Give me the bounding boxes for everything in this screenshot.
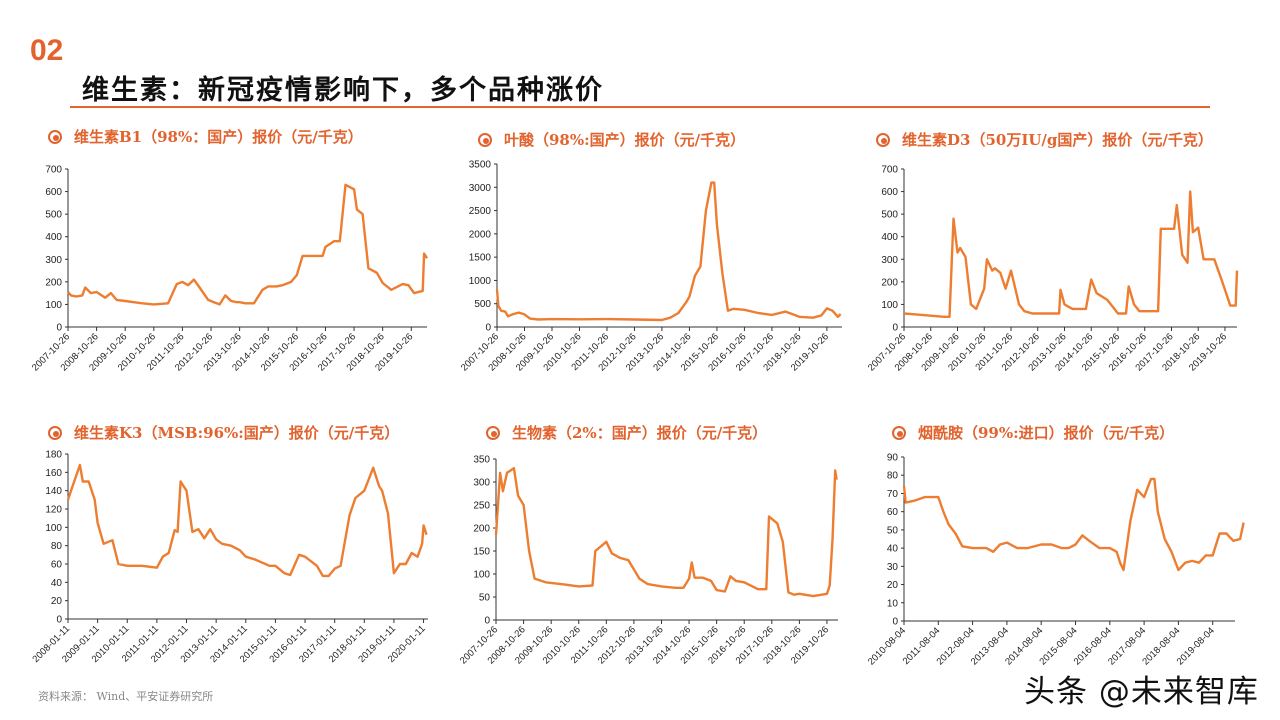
y-tick-label: 40 bbox=[887, 544, 899, 555]
y-tick-label: 150 bbox=[473, 547, 490, 558]
y-tick-label: 40 bbox=[51, 578, 63, 589]
y-tick-label: 700 bbox=[45, 165, 62, 176]
y-tick-label: 0 bbox=[484, 616, 490, 627]
watermark: 头条 @未来智库 bbox=[1024, 674, 1259, 710]
chart-d3: 01002003004005006007002007-10-262008-10-… bbox=[866, 165, 1239, 373]
bullet-icon bbox=[486, 425, 500, 440]
y-tick-label: 2000 bbox=[469, 229, 492, 240]
y-tick-label: 60 bbox=[887, 507, 899, 518]
bullet-icon bbox=[48, 129, 62, 144]
y-tick-label: 60 bbox=[51, 560, 63, 571]
y-tick-label: 1000 bbox=[469, 276, 492, 287]
chart-b1: 01002003004005006007002007-10-262008-10-… bbox=[30, 165, 429, 373]
chart-folic_acid: 05001000150020002500300035002007-10-2620… bbox=[459, 160, 842, 373]
y-tick-label: 3500 bbox=[469, 160, 492, 171]
chart-title-d3: 维生素D3（50万IU/g国产）报价（元/千克） bbox=[876, 129, 1213, 150]
y-tick-label: 20 bbox=[51, 596, 63, 607]
price-line bbox=[903, 190, 1239, 318]
y-tick-label: 2500 bbox=[469, 206, 492, 217]
y-tick-label: 500 bbox=[881, 210, 898, 221]
chart-title-b1: 维生素B1（98%：国产）报价（元/千克） bbox=[48, 126, 363, 147]
y-tick-label: 30 bbox=[887, 562, 899, 573]
price-line bbox=[67, 183, 429, 306]
y-tick-label: 300 bbox=[473, 478, 490, 489]
y-tick-label: 120 bbox=[45, 505, 62, 516]
y-tick-label: 50 bbox=[887, 525, 899, 536]
section-number: 02 bbox=[30, 34, 64, 67]
y-tick-label: 300 bbox=[881, 255, 898, 266]
chart-biotin: 0501001502002503003502007-10-262008-10-2… bbox=[458, 455, 838, 666]
y-tick-label: 100 bbox=[881, 300, 898, 311]
y-tick-label: 500 bbox=[45, 210, 62, 221]
y-tick-label: 600 bbox=[881, 187, 898, 198]
y-tick-label: 1500 bbox=[469, 253, 492, 264]
y-tick-label: 140 bbox=[45, 486, 62, 497]
y-tick-label: 400 bbox=[45, 232, 62, 243]
y-tick-label: 80 bbox=[887, 471, 899, 482]
bullet-icon bbox=[892, 425, 906, 440]
y-tick-label: 200 bbox=[45, 277, 62, 288]
y-tick-label: 300 bbox=[45, 255, 62, 266]
chart-title-folic-acid: 叶酸（98%:国产）报价（元/千克） bbox=[478, 129, 745, 150]
price-line bbox=[495, 181, 842, 322]
bullet-icon bbox=[478, 132, 492, 147]
y-tick-label: 70 bbox=[887, 489, 899, 500]
y-tick-label: 100 bbox=[45, 523, 62, 534]
chart-title-text: 叶酸（98%:国产）报价（元/千克） bbox=[504, 131, 746, 149]
y-tick-label: 100 bbox=[473, 570, 490, 581]
price-line bbox=[494, 467, 838, 598]
y-tick-label: 0 bbox=[892, 323, 898, 334]
y-tick-label: 10 bbox=[887, 598, 899, 609]
y-tick-label: 0 bbox=[56, 615, 62, 626]
chart-title-text: 生物素（2%：国产）报价（元/千克） bbox=[512, 424, 768, 442]
y-tick-label: 600 bbox=[45, 187, 62, 198]
chart-title-text: 烟酰胺（99%:进口）报价（元/千克） bbox=[918, 424, 1175, 442]
y-tick-label: 20 bbox=[887, 580, 899, 591]
y-tick-label: 160 bbox=[45, 468, 62, 479]
y-tick-label: 350 bbox=[473, 455, 490, 466]
y-tick-label: 0 bbox=[892, 617, 898, 628]
page-title: 维生素：新冠疫情影响下，多个品种涨价 bbox=[82, 75, 604, 106]
y-tick-label: 200 bbox=[473, 524, 490, 535]
y-tick-label: 0 bbox=[56, 323, 62, 334]
chart-title-text: 维生素D3（50万IU/g国产）报价（元/千克） bbox=[902, 131, 1213, 149]
source-note: 资料来源： Wind、平安证券研究所 bbox=[38, 690, 214, 703]
chart-title-niacinamide: 烟酰胺（99%:进口）报价（元/千克） bbox=[892, 422, 1174, 443]
y-tick-label: 500 bbox=[474, 299, 491, 310]
y-tick-label: 400 bbox=[881, 232, 898, 243]
y-tick-label: 200 bbox=[881, 277, 898, 288]
y-tick-label: 80 bbox=[51, 541, 63, 552]
y-tick-label: 100 bbox=[45, 300, 62, 311]
bullet-icon bbox=[48, 425, 62, 440]
chart-title-biotin: 生物素（2%：国产）报价（元/千克） bbox=[486, 422, 767, 443]
y-tick-label: 250 bbox=[473, 501, 490, 512]
chart-k3: 0204060801001201401601802008-01-112009-0… bbox=[30, 450, 428, 665]
y-tick-label: 90 bbox=[887, 453, 899, 464]
price-line bbox=[902, 477, 1245, 572]
y-tick-label: 50 bbox=[479, 593, 491, 604]
y-tick-label: 0 bbox=[485, 323, 491, 334]
title-rule bbox=[70, 106, 1210, 108]
y-tick-label: 180 bbox=[45, 450, 62, 461]
y-tick-label: 700 bbox=[881, 165, 898, 176]
chart-title-text: 维生素B1（98%：国产）报价（元/千克） bbox=[74, 128, 363, 146]
chart-title-text: 维生素K3（MSB:96%:国产）报价（元/千克） bbox=[74, 424, 400, 442]
y-tick-label: 3000 bbox=[469, 183, 492, 194]
chart-niacinamide: 01020304050607080902010-08-042011-08-042… bbox=[866, 453, 1245, 667]
bullet-icon bbox=[876, 132, 890, 147]
price-line bbox=[66, 463, 428, 578]
chart-title-k3: 维生素K3（MSB:96%:国产）报价（元/千克） bbox=[48, 422, 399, 443]
